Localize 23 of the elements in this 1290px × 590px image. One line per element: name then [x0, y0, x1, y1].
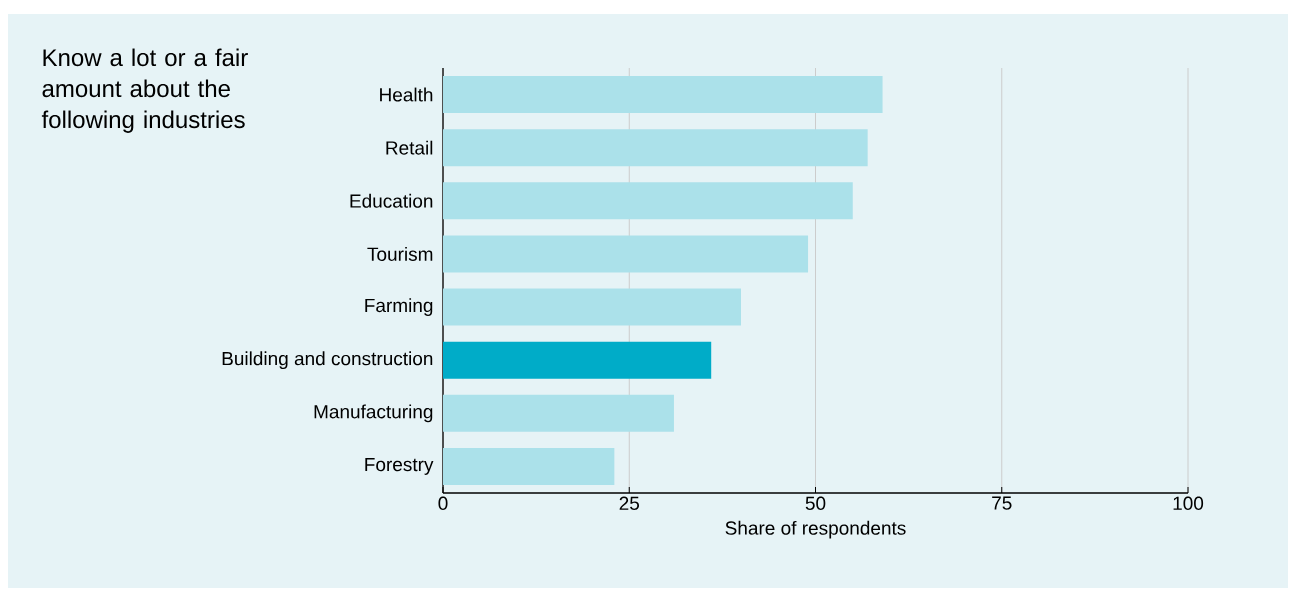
y-tick-label: Farming	[365, 298, 433, 316]
bar	[443, 235, 809, 273]
y-tick-label: Manufacturing	[314, 404, 433, 423]
text: Know a lot or a fair amount about the following industries	[41, 48, 248, 133]
y-tick-label: Education	[350, 193, 433, 208]
x-tick-label: 0	[438, 496, 448, 510]
bar	[443, 447, 615, 485]
x-tick-label: 25	[619, 496, 640, 510]
y-tick-label: Building and construction	[222, 351, 433, 370]
x-tick-label: 75	[992, 496, 1012, 510]
y-tick-label: Retail	[386, 140, 433, 155]
x-axis-title: Share of respondents	[725, 520, 906, 539]
bar	[443, 76, 883, 114]
x-tick-label: 100	[1173, 496, 1204, 510]
bar	[443, 129, 868, 167]
y-tick-label: Forestry	[365, 457, 434, 475]
x-tick-label: 50	[805, 496, 826, 510]
bar	[443, 341, 712, 379]
bar	[443, 182, 853, 220]
bar	[443, 394, 674, 432]
bar	[443, 288, 742, 326]
y-tick-label: Tourism	[367, 246, 433, 261]
y-tick-label: Health	[380, 87, 433, 102]
